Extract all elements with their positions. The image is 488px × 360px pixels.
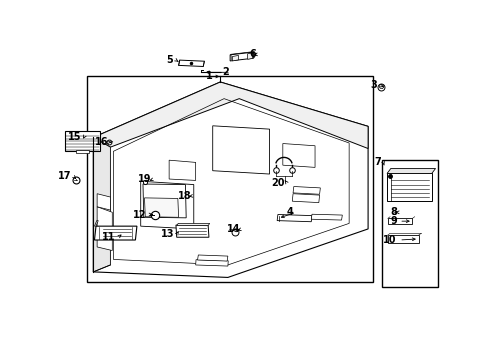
Polygon shape — [212, 126, 269, 174]
Polygon shape — [97, 194, 110, 210]
Text: 6: 6 — [249, 49, 255, 59]
Text: 20: 20 — [271, 178, 284, 188]
Text: 2: 2 — [222, 67, 228, 77]
Polygon shape — [230, 52, 253, 61]
Polygon shape — [176, 225, 208, 237]
Text: 13: 13 — [161, 229, 174, 239]
Polygon shape — [232, 55, 238, 61]
Text: 19: 19 — [138, 174, 151, 184]
Polygon shape — [94, 221, 98, 226]
Text: 12: 12 — [133, 210, 146, 220]
Bar — [65, 131, 100, 151]
Polygon shape — [195, 260, 228, 266]
Text: 8: 8 — [389, 207, 396, 217]
Polygon shape — [93, 82, 367, 278]
Polygon shape — [94, 226, 137, 240]
Polygon shape — [93, 138, 110, 272]
Bar — [87, 76, 372, 282]
Bar — [382, 159, 437, 287]
Polygon shape — [292, 186, 320, 194]
Polygon shape — [292, 194, 319, 203]
Polygon shape — [97, 227, 112, 251]
Bar — [387, 235, 418, 243]
Polygon shape — [247, 53, 252, 59]
Text: 9: 9 — [389, 216, 396, 226]
Polygon shape — [169, 160, 195, 180]
Polygon shape — [97, 207, 112, 231]
Polygon shape — [144, 198, 178, 217]
Text: 5: 5 — [166, 55, 173, 65]
Text: 10: 10 — [383, 235, 396, 245]
Polygon shape — [386, 174, 431, 201]
Polygon shape — [142, 184, 186, 218]
Text: 3: 3 — [370, 80, 376, 90]
Polygon shape — [141, 181, 193, 229]
Text: 17: 17 — [58, 171, 71, 181]
Text: 16: 16 — [94, 137, 108, 147]
Text: 4: 4 — [286, 207, 293, 217]
Polygon shape — [178, 60, 204, 67]
Bar — [75, 150, 89, 153]
Polygon shape — [386, 168, 435, 174]
Text: 15: 15 — [68, 132, 81, 143]
Polygon shape — [93, 82, 367, 149]
Polygon shape — [277, 215, 311, 222]
Polygon shape — [197, 255, 227, 261]
Polygon shape — [176, 223, 209, 226]
Bar — [387, 219, 411, 224]
Text: 1: 1 — [205, 72, 212, 81]
Polygon shape — [282, 144, 314, 167]
Polygon shape — [311, 214, 342, 220]
Text: 14: 14 — [226, 224, 240, 234]
Bar — [136, 176, 191, 221]
Text: 7: 7 — [373, 157, 380, 167]
Text: 18: 18 — [178, 191, 191, 201]
Text: 11: 11 — [102, 232, 116, 242]
